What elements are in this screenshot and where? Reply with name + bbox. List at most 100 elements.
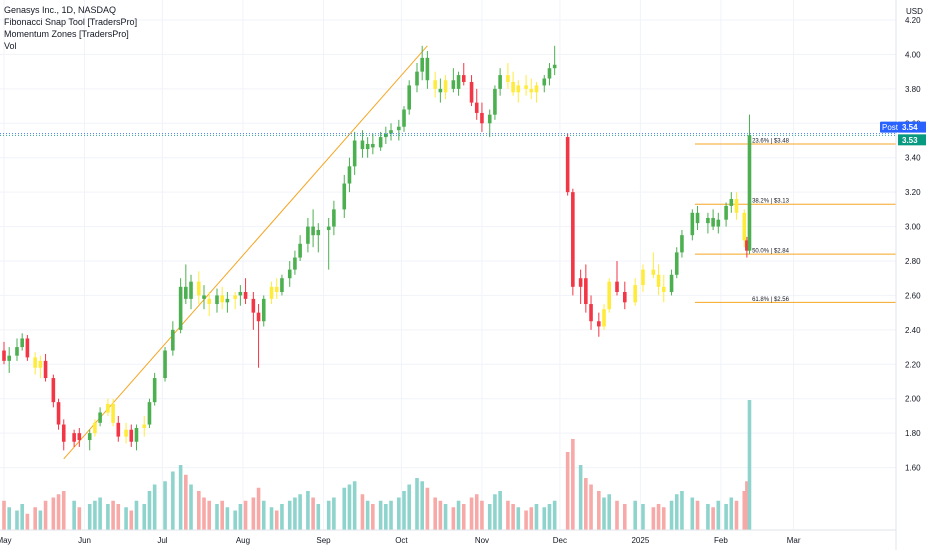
volume-bar (72, 500, 76, 530)
candle-body (134, 427, 139, 442)
volume-bar (384, 504, 388, 530)
candle-body (695, 212, 700, 224)
candle-body (251, 298, 256, 313)
candle-body (256, 312, 261, 322)
candle-body (578, 278, 583, 287)
volume-bar (202, 497, 206, 530)
candle-body (202, 295, 206, 299)
candle-body (342, 183, 347, 210)
candle-body (742, 212, 747, 241)
candle-body (20, 338, 24, 348)
volume-bar (487, 504, 492, 530)
volume-bar (238, 504, 243, 530)
candle-body (2, 350, 6, 361)
candle-body (425, 57, 430, 81)
volume-bar (529, 507, 534, 530)
candle-body (142, 424, 147, 428)
x-tick-label: Jun (78, 536, 91, 545)
candle-body (661, 286, 666, 292)
volume-bar (342, 487, 347, 530)
candle-body (747, 135, 752, 251)
volume-bar (480, 500, 484, 530)
volume-bar (729, 497, 734, 530)
volume-bar (565, 452, 570, 530)
y-tick-label: 2.80 (905, 257, 921, 266)
x-tick-label: Aug (236, 536, 250, 545)
candle-body (597, 321, 601, 327)
candle-body (233, 295, 237, 299)
candle-body (602, 309, 606, 327)
volume-bar (451, 507, 456, 530)
volume-bar (534, 504, 539, 530)
volume-bar (98, 497, 102, 530)
candle-body (243, 291, 248, 299)
fib-label: 61.8% | $2.56 (752, 297, 790, 303)
volume-bar (711, 507, 715, 530)
y-tick-label: 2.60 (905, 291, 921, 300)
post-tag-label: Post (882, 123, 899, 132)
trendline[interactable] (63, 45, 428, 460)
volume-bar (438, 500, 443, 530)
price-badges: Post 3.54 3.53 (880, 121, 926, 146)
volume-bar (506, 500, 510, 530)
x-tick-label: 2025 (631, 536, 649, 545)
volume-bar (695, 500, 700, 530)
x-tick-label: Oct (395, 536, 408, 545)
volume-bar (134, 500, 139, 530)
candle-body (456, 75, 461, 89)
indicator-volume[interactable]: Vol (4, 41, 17, 51)
candle-body (163, 350, 167, 379)
volume-bar (547, 504, 552, 530)
volume-bar (407, 484, 412, 530)
volume-bar (597, 491, 601, 530)
volume-bar (552, 500, 557, 530)
candle-body (56, 402, 61, 425)
volume-bar (511, 504, 515, 530)
candle-body (402, 109, 406, 127)
candle-body (622, 291, 627, 303)
volume-bar (474, 494, 479, 530)
candles (2, 45, 752, 451)
candle-body (152, 378, 157, 403)
symbol-title[interactable]: Genasys Inc., 1D, NASDAQ (4, 5, 117, 15)
fib-label: 38.2% | $3.13 (752, 199, 790, 205)
volume-bar (571, 439, 575, 530)
candle-body (306, 226, 310, 244)
candle-body (716, 219, 721, 227)
candle-body (469, 81, 474, 103)
y-tick-label: 3.80 (905, 85, 921, 94)
candle-body (433, 80, 437, 89)
y-axis[interactable]: USD4.204.003.803.603.403.203.002.802.602… (895, 0, 932, 550)
volume-bar (516, 507, 521, 530)
candle-body (641, 269, 645, 286)
volume-bar (220, 500, 224, 530)
x-axis[interactable]: May Jun Jul Aug Sep Oct Nov Dec 2025 Feb Mar (0, 529, 896, 545)
volume-bar (602, 497, 606, 530)
candle-body (326, 226, 331, 231)
volume-bar (171, 471, 175, 530)
fib-label: 23.6% | $3.48 (752, 138, 790, 144)
indicator-fib-snap[interactable]: Fibonacci Snap Tool [TradersPro] (4, 17, 138, 27)
volume-bar (225, 507, 230, 530)
candle-body (311, 226, 315, 236)
candle-body (529, 88, 534, 93)
volume-bar (311, 497, 315, 530)
volume-bar (269, 507, 274, 530)
currency-label[interactable]: USD (906, 7, 923, 16)
candle-body (493, 88, 497, 115)
volume-bar (674, 494, 679, 530)
y-tick-label: 1.60 (905, 464, 921, 473)
trendline-group[interactable] (63, 45, 428, 460)
volume-bar (633, 500, 637, 530)
volume-bar (378, 500, 383, 530)
candle-body (111, 403, 115, 423)
volume-bar (461, 504, 466, 530)
volume-bar (360, 494, 365, 530)
last-price-badge: 3.53 (902, 136, 918, 145)
fib-label: 50.0% | $2.84 (752, 249, 790, 255)
indicator-momentum-zones[interactable]: Momentum Zones [TradersPro] (4, 29, 129, 39)
volume-bar (469, 497, 474, 530)
candle-body (706, 217, 710, 224)
volume-bar (589, 484, 593, 530)
